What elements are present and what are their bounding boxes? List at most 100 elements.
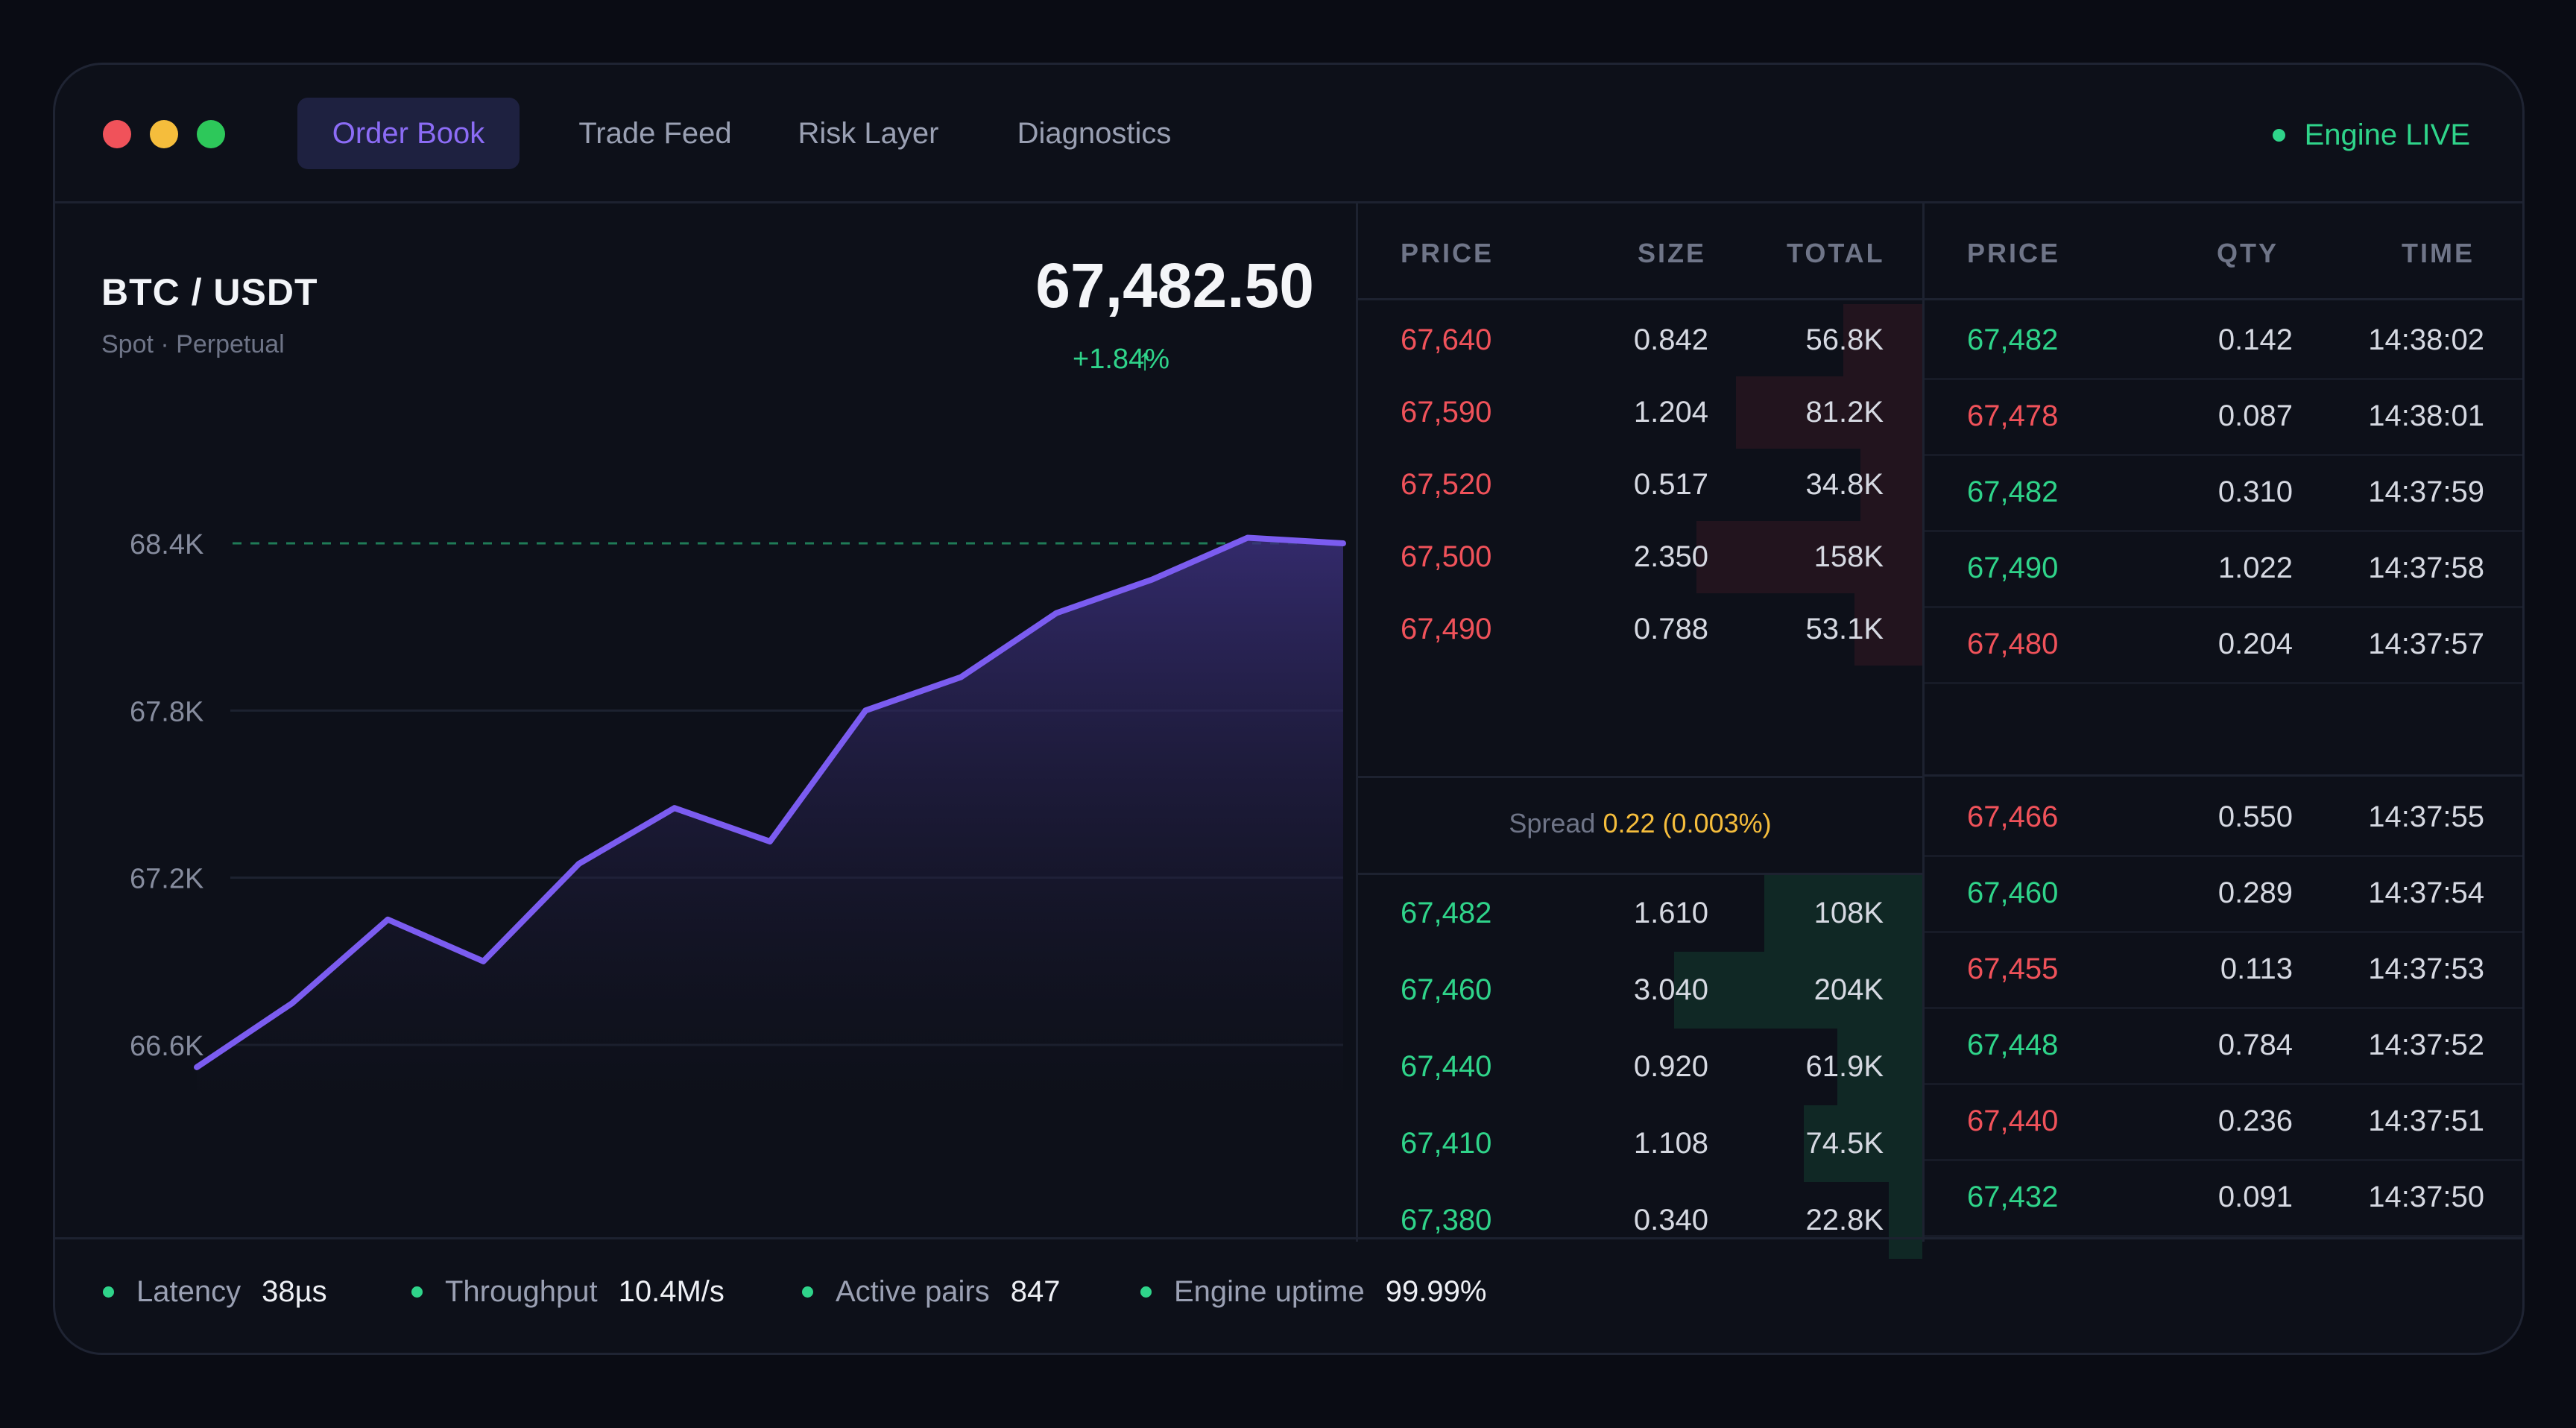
price-chart-panel: BTC / USDT Spot · Perpetual 67,482.50 +1… (55, 203, 1358, 1242)
arrow-up-icon: ↑ (1137, 344, 1152, 376)
ask-price: 67,590 (1401, 395, 1492, 429)
bid-size: 3.040 (1633, 973, 1708, 1006)
spread-value: 0.22 (0.003%) (1603, 808, 1772, 838)
bid-total: 22.8K (1805, 1203, 1884, 1236)
trade-qty: 0.236 (2217, 1105, 2293, 1137)
bid-size: 1.610 (1633, 896, 1708, 929)
ask-row[interactable]: 67,520 0.517 34.8K (1358, 449, 1922, 521)
ask-depth-bar (1843, 304, 1922, 376)
trade-price: 67,448 (1967, 1029, 2059, 1061)
price-point (577, 862, 581, 865)
trade-row[interactable]: 67,455 0.113 14:37:53 (1925, 933, 2522, 1009)
trade-time: 14:38:01 (2368, 399, 2484, 432)
ask-size: 0.788 (1633, 612, 1708, 645)
price-point (672, 806, 676, 810)
top-bar: Order Book Trade Feed Risk Layer Diagnos… (55, 65, 2522, 203)
trade-row[interactable]: 67,478 0.087 14:38:01 (1925, 380, 2522, 456)
trade-row[interactable]: 67,466 0.550 14:37:55 (1925, 781, 2522, 857)
trade-qty: 0.091 (2217, 1181, 2293, 1213)
pair-title: BTC / USDT (101, 271, 318, 313)
header-price: PRICE (1401, 238, 1494, 268)
price-point (195, 1065, 198, 1069)
price-change: +1.84% (1073, 344, 1169, 375)
trade-time: 14:37:59 (2368, 476, 2484, 508)
bid-row[interactable]: 67,380 0.340 22.8K (1358, 1182, 1922, 1259)
tab-trade-feed[interactable]: Trade Feed (578, 117, 732, 150)
bid-size: 1.108 (1633, 1126, 1708, 1160)
trade-row[interactable]: 67,480 0.204 14:37:57 (1925, 608, 2522, 684)
ask-size: 0.517 (1633, 467, 1708, 501)
trade-price: 67,490 (1967, 552, 2059, 584)
stat-latency: Latency 38µs (103, 1275, 327, 1309)
last-price: 67,482.50 (1035, 250, 1314, 320)
price-point (1150, 578, 1154, 581)
tab-order-book[interactable]: Order Book (297, 98, 520, 169)
trade-price: 67,466 (1967, 800, 2059, 833)
ask-row[interactable]: 67,590 1.204 81.2K (1358, 376, 1922, 449)
trade-qty: 0.310 (2217, 476, 2293, 508)
bid-price: 67,460 (1401, 973, 1492, 1006)
trade-feed: PRICE QTY TIME 67,482 0.142 14:38:02 67,478… (1925, 203, 2522, 1242)
bid-size: 0.920 (1633, 1049, 1708, 1083)
trade-row[interactable]: 67,448 0.784 14:37:52 (1925, 1009, 2522, 1085)
y-tick-label: 68.4K (130, 529, 203, 560)
trade-row[interactable]: 67,460 0.289 14:37:54 (1925, 857, 2522, 933)
order-book-header: PRICE SIZE TOTAL (1358, 203, 1922, 300)
trade-qty: 0.087 (2217, 399, 2293, 432)
price-point (386, 917, 390, 921)
price-point (1342, 542, 1345, 545)
stat-active-pairs: Active pairs 847 (802, 1275, 1061, 1309)
price-point (1246, 536, 1249, 540)
ask-row[interactable]: 67,640 0.842 56.8K (1358, 304, 1922, 376)
ask-price: 67,500 (1401, 540, 1492, 573)
engine-status-label: Engine LIVE (2304, 119, 2470, 151)
stat-throughput: Throughput 10.4M/s (411, 1275, 724, 1309)
y-tick-label: 67.2K (130, 864, 203, 895)
divider (1925, 774, 2522, 777)
trade-time: 14:37:50 (2368, 1181, 2484, 1213)
close-window-button[interactable] (103, 120, 131, 148)
ask-depth-bar (1860, 449, 1922, 521)
bid-depth-bar (1888, 1182, 1922, 1259)
trade-time: 14:38:02 (2368, 323, 2484, 356)
ask-depth-bar (1736, 376, 1922, 449)
trade-row[interactable]: 67,482 0.142 14:38:02 (1925, 304, 2522, 380)
tab-risk-layer[interactable]: Risk Layer (798, 117, 939, 150)
bid-price: 67,380 (1401, 1203, 1492, 1236)
trade-row[interactable]: 67,432 0.091 14:37:50 (1925, 1161, 2522, 1237)
status-dot-icon (411, 1286, 423, 1298)
engine-status: Engine LIVE (2272, 119, 2470, 152)
trade-row[interactable]: 67,490 1.022 14:37:58 (1925, 532, 2522, 608)
ask-price: 67,640 (1401, 323, 1492, 356)
price-point (768, 840, 771, 844)
bid-row[interactable]: 67,410 1.108 74.5K (1358, 1105, 1922, 1182)
trade-time: 14:37:55 (2368, 800, 2484, 833)
minimize-window-button[interactable] (150, 120, 178, 148)
trade-price: 67,482 (1967, 476, 2059, 508)
trade-price: 67,478 (1967, 399, 2059, 432)
trade-price: 67,482 (1967, 323, 2059, 356)
trade-qty: 0.142 (2217, 323, 2293, 356)
tab-diagnostics[interactable]: Diagnostics (1017, 117, 1172, 150)
trade-time: 14:37:52 (2368, 1029, 2484, 1061)
status-dot-icon (802, 1286, 813, 1298)
bid-row[interactable]: 67,440 0.920 61.9K (1358, 1029, 1922, 1105)
trade-price: 67,460 (1967, 876, 2059, 909)
trade-time: 14:37:58 (2368, 552, 2484, 584)
header-qty: QTY (2217, 238, 2279, 268)
trade-feed-header: PRICE QTY TIME (1925, 203, 2522, 300)
bid-row[interactable]: 67,482 1.610 108K (1358, 875, 1922, 952)
price-point (1055, 611, 1058, 615)
header-time: TIME (2402, 238, 2475, 268)
price-chart: 68.4K 67.8K 67.2K 66.6K (130, 529, 1346, 1090)
bid-row[interactable]: 67,460 3.040 204K (1358, 952, 1922, 1029)
ask-row[interactable]: 67,500 2.350 158K (1358, 521, 1922, 593)
trade-price: 67,480 (1967, 628, 2059, 660)
ask-row[interactable]: 67,490 0.788 53.1K (1358, 593, 1922, 666)
trade-row[interactable]: 67,440 0.236 14:37:51 (1925, 1085, 2522, 1161)
ask-size: 1.204 (1633, 395, 1708, 429)
maximize-window-button[interactable] (197, 120, 225, 148)
ask-total: 158K (1813, 540, 1884, 573)
ask-size: 0.842 (1633, 323, 1708, 356)
trade-row[interactable]: 67,482 0.310 14:37:59 (1925, 456, 2522, 532)
